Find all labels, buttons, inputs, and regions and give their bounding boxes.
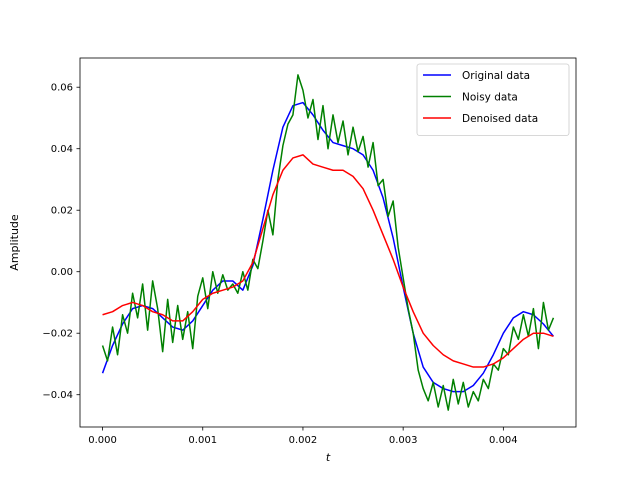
ticks-layer: 0.000 0.001 0.002 0.003 0.004 −0.04 −0.02 0.00 0… — [42, 83, 517, 446]
legend-entry-label: Denoised data — [462, 113, 538, 125]
y-tick-label: −0.04 — [42, 390, 73, 401]
series-line-3 — [102, 154, 554, 368]
y-tick-label: −0.02 — [42, 329, 73, 340]
y-tick-label: 0.00 — [51, 267, 73, 278]
series-line-2 — [101, 74, 555, 411]
y-axis-label: Amplitude — [8, 214, 21, 271]
x-tick-label: 0.003 — [389, 435, 418, 446]
y-tick-label: 0.02 — [51, 206, 73, 217]
x-tick-label: 0.002 — [289, 435, 318, 446]
legend: Original data Noisy data Denoised data — [416, 63, 570, 136]
x-axis-label: t — [326, 451, 331, 464]
axes-frame — [79, 57, 577, 428]
series-line-1 — [101, 101, 555, 393]
plot-data-layer — [101, 74, 555, 411]
x-tick-label: 0.000 — [88, 435, 117, 446]
legend-entry-label: Noisy data — [462, 92, 518, 104]
y-tick-label: 0.06 — [51, 83, 73, 94]
legend-box — [416, 63, 570, 136]
x-tick-label: 0.001 — [188, 435, 217, 446]
y-tick-label: 0.04 — [51, 144, 73, 155]
legend-entry-label: Original data — [462, 70, 530, 82]
x-tick-label: 0.004 — [489, 435, 518, 446]
